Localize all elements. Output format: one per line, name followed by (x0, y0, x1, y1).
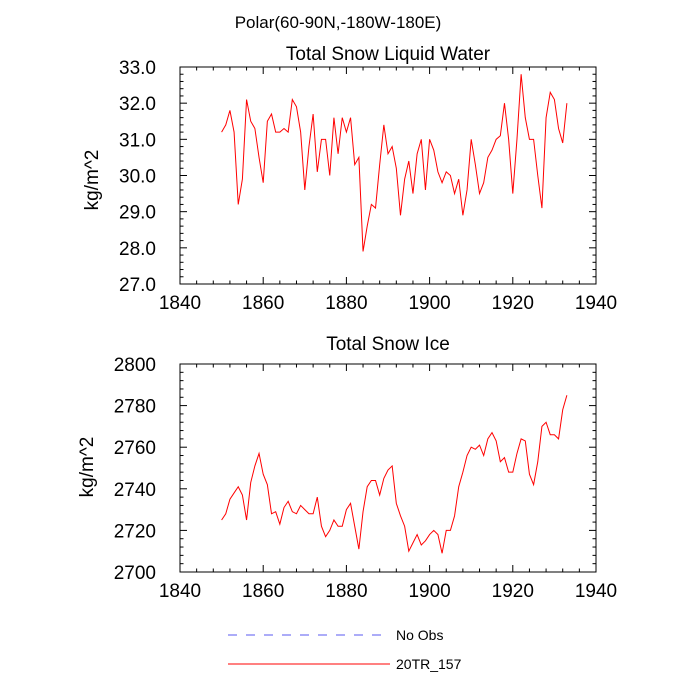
x-tick-label: 1840 (159, 581, 201, 602)
panel-snow-liquid-water: Total Snow Liquid Water kg/m^2 1840 1860 1… (82, 44, 617, 314)
x-tick-label: 1860 (242, 293, 284, 314)
series-line-20tr-157 (221, 395, 568, 554)
y-tick-label: 31.0 (119, 130, 156, 151)
x-tick-label: 1900 (408, 581, 450, 602)
x-tick-label: 1940 (575, 293, 617, 314)
series-line-20tr-157 (221, 74, 568, 252)
y-tick-label: 29.0 (119, 203, 156, 224)
x-tick-label: 1860 (242, 581, 284, 602)
x-tick-label: 1940 (575, 581, 617, 602)
panel-1-ylabel: kg/m^2 (82, 150, 103, 211)
panel-2-title: Total Snow Ice (326, 334, 450, 355)
legend-label-no-obs: No Obs (396, 627, 443, 643)
figure-title: Polar(60-90N,-180W-180E) (235, 13, 442, 32)
y-tick-label: 2740 (114, 480, 156, 501)
y-tick-label: 30.0 (119, 167, 156, 188)
legend: No Obs 20TR_157 (228, 627, 462, 672)
x-tick-label: 1840 (159, 293, 201, 314)
y-tick-label: 2720 (114, 521, 156, 542)
y-tick-label: 33.0 (119, 58, 156, 79)
legend-label-20tr-157: 20TR_157 (396, 656, 462, 672)
y-tick-label: 2760 (114, 438, 156, 459)
y-tick-label: 2800 (114, 355, 156, 376)
panel-snow-ice: Total Snow Ice kg/m^2 1840 1860 1880 1900 19… (77, 334, 617, 602)
panel-2-frame (179, 363, 597, 573)
y-tick-label: 2780 (114, 397, 156, 418)
y-tick-label: 27.0 (119, 275, 156, 296)
y-tick-label: 28.0 (119, 239, 156, 260)
y-tick-label: 32.0 (119, 94, 156, 115)
panel-1-title: Total Snow Liquid Water (286, 44, 491, 65)
x-tick-label: 1920 (492, 293, 534, 314)
x-tick-label: 1880 (325, 293, 367, 314)
x-tick-label: 1900 (408, 293, 450, 314)
x-tick-label: 1920 (492, 581, 534, 602)
panel-2-ylabel: kg/m^2 (77, 437, 98, 498)
y-tick-label: 2700 (114, 563, 156, 584)
x-tick-label: 1880 (325, 581, 367, 602)
